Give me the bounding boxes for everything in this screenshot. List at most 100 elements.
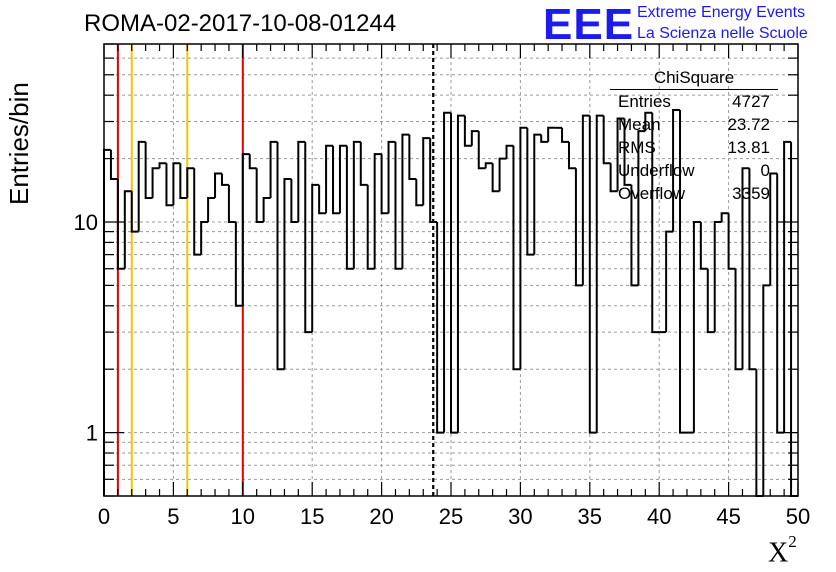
histogram-bin — [484, 162, 493, 169]
x-tick-label: 10 — [231, 504, 255, 529]
histogram-bin — [616, 117, 625, 192]
histogram-bin — [776, 173, 785, 434]
histogram-bin — [304, 141, 313, 334]
histogram-bin — [165, 163, 174, 207]
histogram-bin — [109, 149, 118, 180]
stats-label: RMS — [618, 138, 656, 157]
tick-labels: 0 5 10 15 20 25 30 35 40 45 50 1 10 — [74, 210, 811, 529]
histogram-bin — [762, 284, 771, 496]
histogram-bin — [408, 134, 417, 180]
histogram-bin — [665, 230, 674, 333]
stats-row-entries: Entries 4727 — [610, 90, 778, 113]
histogram-bin — [318, 184, 327, 215]
histogram-bin — [450, 112, 458, 434]
stats-row-mean: Mean 23.72 — [610, 113, 778, 136]
histogram-series — [103, 109, 798, 497]
histogram-bin — [248, 154, 257, 170]
histogram-bin — [283, 177, 292, 370]
stats-label: Entries — [618, 92, 671, 111]
histogram-bin — [214, 172, 222, 198]
x-tick-label: 5 — [167, 504, 179, 529]
histogram-bin — [137, 140, 146, 232]
histogram-bin — [269, 140, 278, 198]
histogram-bin — [158, 162, 167, 169]
x-axis-label: X2 — [768, 532, 797, 569]
histogram-bin — [144, 141, 153, 199]
histogram-bin — [220, 173, 229, 186]
x-axis-label-exponent: 2 — [788, 532, 797, 551]
histogram-bin — [526, 127, 535, 256]
x-tick-label: 35 — [578, 504, 602, 529]
y-axis-label: Entries/bin — [4, 82, 34, 205]
histogram-bin — [540, 134, 549, 143]
x-tick-label: 15 — [300, 504, 324, 529]
histogram-bin — [387, 140, 396, 214]
histogram-bin — [172, 162, 181, 206]
histogram-bin — [567, 141, 576, 170]
histogram-bin — [311, 183, 320, 333]
histogram-bin — [602, 115, 611, 165]
histogram-bin — [734, 268, 743, 371]
histogram-bin — [519, 126, 528, 370]
axis-ticks — [103, 43, 799, 497]
histogram-bin — [415, 178, 424, 207]
histogram-bin — [332, 145, 340, 215]
histogram-bin — [186, 167, 195, 198]
histogram-bin — [706, 268, 715, 334]
histogram-bin — [234, 221, 243, 307]
histogram-bin — [699, 221, 708, 270]
histogram-bin — [297, 140, 306, 222]
histogram-bin — [672, 109, 681, 232]
histogram-bin — [345, 145, 354, 270]
histogram-bin — [436, 221, 445, 434]
histogram-bin — [227, 184, 236, 223]
stats-row-underflow: Underflow 0 — [610, 159, 778, 182]
histogram-bin — [366, 184, 375, 270]
histogram-bin — [422, 137, 431, 206]
histogram-bin — [241, 153, 250, 306]
histogram-bin — [380, 154, 389, 215]
histogram-bin — [470, 130, 479, 146]
histogram-bin — [623, 118, 632, 186]
stats-value: 13.81 — [727, 138, 770, 157]
stats-value: 23.72 — [727, 115, 770, 134]
histogram-bin — [790, 141, 798, 497]
histogram-bin — [338, 144, 347, 214]
histogram-bin — [123, 190, 132, 269]
histogram-bin — [630, 184, 639, 287]
histogram-bin — [713, 220, 722, 333]
histogram-bin — [547, 126, 556, 142]
histogram-bin — [401, 133, 410, 269]
histogram-bin — [193, 168, 202, 256]
histogram-bin — [588, 115, 597, 434]
histogram-bin — [637, 130, 646, 286]
histogram-bin — [692, 220, 701, 433]
histogram-bin — [456, 114, 465, 433]
histogram-bin — [581, 114, 590, 286]
x-tick-label: 30 — [508, 504, 532, 529]
logo-line-1: Extreme Energy Events — [637, 4, 806, 21]
histogram-bin — [463, 115, 472, 147]
x-tick-label: 0 — [98, 504, 110, 529]
histogram-bin — [179, 163, 188, 199]
reference-lines — [116, 44, 435, 496]
chart-title: ROMA-02-2017-10-08-01244 — [84, 10, 397, 37]
stats-value: 4727 — [732, 92, 770, 111]
histogram-bin — [255, 168, 264, 223]
histogram-bin — [373, 153, 382, 269]
histogram-bin — [651, 112, 660, 334]
eee-logo: EEE — [543, 0, 635, 49]
histogram-bin — [679, 110, 687, 434]
histogram-bin — [116, 178, 125, 270]
histogram-bin — [103, 148, 111, 496]
histogram-bin — [498, 157, 507, 192]
stats-row-overflow: Overflow 3359 — [610, 182, 778, 205]
stats-label: Overflow — [618, 184, 686, 203]
histogram-bin — [207, 196, 216, 222]
stats-value: 3359 — [732, 184, 770, 203]
histogram-bin — [130, 191, 139, 233]
histogram-bin — [491, 163, 500, 193]
logo-line-2: La Scienza nelle Scuole — [637, 25, 808, 42]
histogram-bin — [720, 212, 729, 222]
